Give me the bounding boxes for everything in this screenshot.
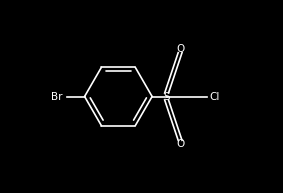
Text: O: O (176, 44, 184, 54)
Text: O: O (176, 139, 184, 149)
Text: Br: Br (51, 91, 62, 102)
Text: Cl: Cl (210, 91, 220, 102)
Text: S: S (163, 91, 170, 102)
